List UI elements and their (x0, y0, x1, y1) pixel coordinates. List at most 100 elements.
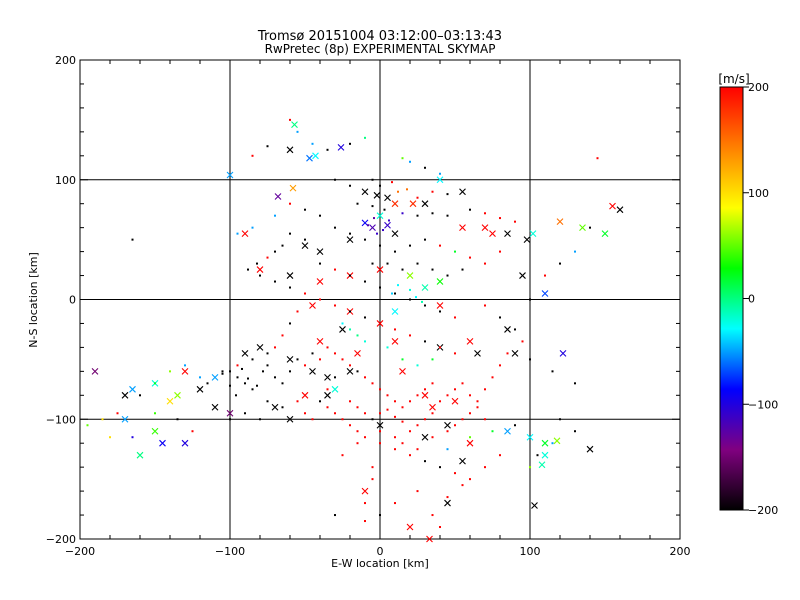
data-point-dot (289, 286, 291, 289)
data-point-cross (291, 121, 298, 129)
data-point-dot (394, 415, 396, 418)
data-point-cross (121, 415, 129, 423)
data-point-dot (416, 424, 419, 427)
data-point-cross (459, 224, 466, 232)
data-point-dot (364, 502, 366, 505)
data-point-cross (271, 403, 279, 411)
data-point-dot (289, 370, 291, 373)
data-point-dot (379, 184, 381, 187)
data-point-dot (169, 370, 171, 373)
data-point-dot (476, 406, 479, 409)
colorbar-ticks: 200 100 0 −100 −200 (743, 81, 778, 517)
chart-subtitle: RwPretec (8p) EXPERIMENTAL SKYMAP (265, 42, 496, 56)
data-point-dot (401, 442, 404, 445)
data-point-dot (499, 316, 501, 319)
data-point-dot (304, 208, 306, 211)
data-point-dot (229, 384, 231, 387)
data-point-dot (319, 298, 321, 301)
data-point-dot (244, 382, 246, 385)
data-point-dot (439, 310, 441, 313)
data-point-cross (159, 439, 166, 447)
data-point-dot (341, 358, 344, 361)
data-points (86, 118, 624, 543)
data-point-dot (116, 412, 119, 415)
data-point-cross (459, 457, 466, 465)
data-point-dot (574, 250, 576, 253)
data-point-dot (439, 466, 441, 469)
data-point-dot (379, 514, 381, 517)
data-point-dot (319, 400, 321, 403)
data-point-dot (506, 352, 509, 355)
data-point-cross (429, 403, 436, 411)
data-point-dot (364, 340, 366, 343)
data-point-dot (334, 352, 336, 355)
plot-area: −200 −100 0 100 200 −200 −100 0 100 200 (46, 54, 691, 558)
data-point-dot (394, 502, 396, 505)
data-point-cross (241, 230, 249, 238)
data-point-cross (556, 218, 564, 226)
data-point-cross (91, 367, 99, 375)
data-point-dot (454, 424, 456, 427)
data-point-dot (431, 382, 434, 385)
data-point-dot (311, 142, 314, 145)
data-point-cross (286, 272, 294, 279)
data-point-cross (309, 302, 316, 309)
data-point-dot (409, 298, 411, 301)
data-point-dot (394, 250, 396, 253)
data-point-cross (519, 272, 526, 279)
x-axis-ticks: −200 −100 0 100 200 (65, 60, 691, 558)
data-point-cross (121, 391, 129, 399)
data-point-dot (484, 466, 486, 469)
x-axis-label: E-W location [km] (331, 557, 429, 570)
data-point-cross (324, 391, 331, 399)
data-point-dot (274, 250, 276, 253)
data-point-dot (484, 212, 486, 215)
data-point-dot (431, 412, 434, 415)
x-tick-label: −200 (65, 545, 95, 558)
x-tick-label: 0 (377, 545, 384, 558)
data-point-dot (311, 418, 314, 421)
data-point-dot (388, 219, 390, 222)
x-tick-label: 100 (520, 545, 541, 558)
data-point-dot (491, 376, 494, 379)
data-point-dot (379, 322, 381, 325)
data-point-dot (424, 304, 426, 307)
data-point-dot (247, 268, 249, 271)
data-point-dot (326, 148, 329, 151)
data-point-cross (466, 439, 474, 447)
data-point-dot (514, 220, 516, 223)
data-point-dot (529, 298, 531, 301)
data-point-cross (421, 200, 429, 208)
data-point-cross (444, 499, 451, 507)
data-point-cross (369, 224, 376, 232)
data-point-dot (406, 188, 408, 191)
data-point-dot (364, 136, 366, 139)
data-point-dot (184, 364, 186, 367)
data-point-dot (379, 430, 381, 433)
data-point-cross (301, 391, 309, 399)
data-point-dot (446, 430, 449, 433)
data-point-dot (241, 367, 243, 370)
data-point-dot (386, 346, 389, 349)
data-point-dot (431, 358, 434, 361)
data-point-dot (401, 406, 404, 409)
data-point-dot (446, 496, 449, 499)
data-point-dot (262, 370, 264, 373)
colorbar-unit: [m/s] (718, 72, 749, 86)
data-point-dot (131, 238, 134, 241)
data-point-dot (251, 388, 254, 391)
data-point-dot (394, 400, 396, 403)
data-point-cross (474, 349, 481, 357)
data-point-dot (431, 436, 434, 439)
data-point-dot (484, 388, 486, 391)
data-point-cross (406, 272, 414, 279)
data-point-dot (446, 214, 449, 217)
data-point-dot (401, 157, 404, 160)
data-point-dot (397, 284, 399, 287)
data-point-dot (386, 408, 389, 411)
data-point-cross (541, 451, 549, 459)
data-point-cross (436, 176, 444, 184)
data-point-dot (409, 288, 411, 291)
data-point-dot (356, 334, 359, 337)
data-point-dot (371, 178, 374, 181)
